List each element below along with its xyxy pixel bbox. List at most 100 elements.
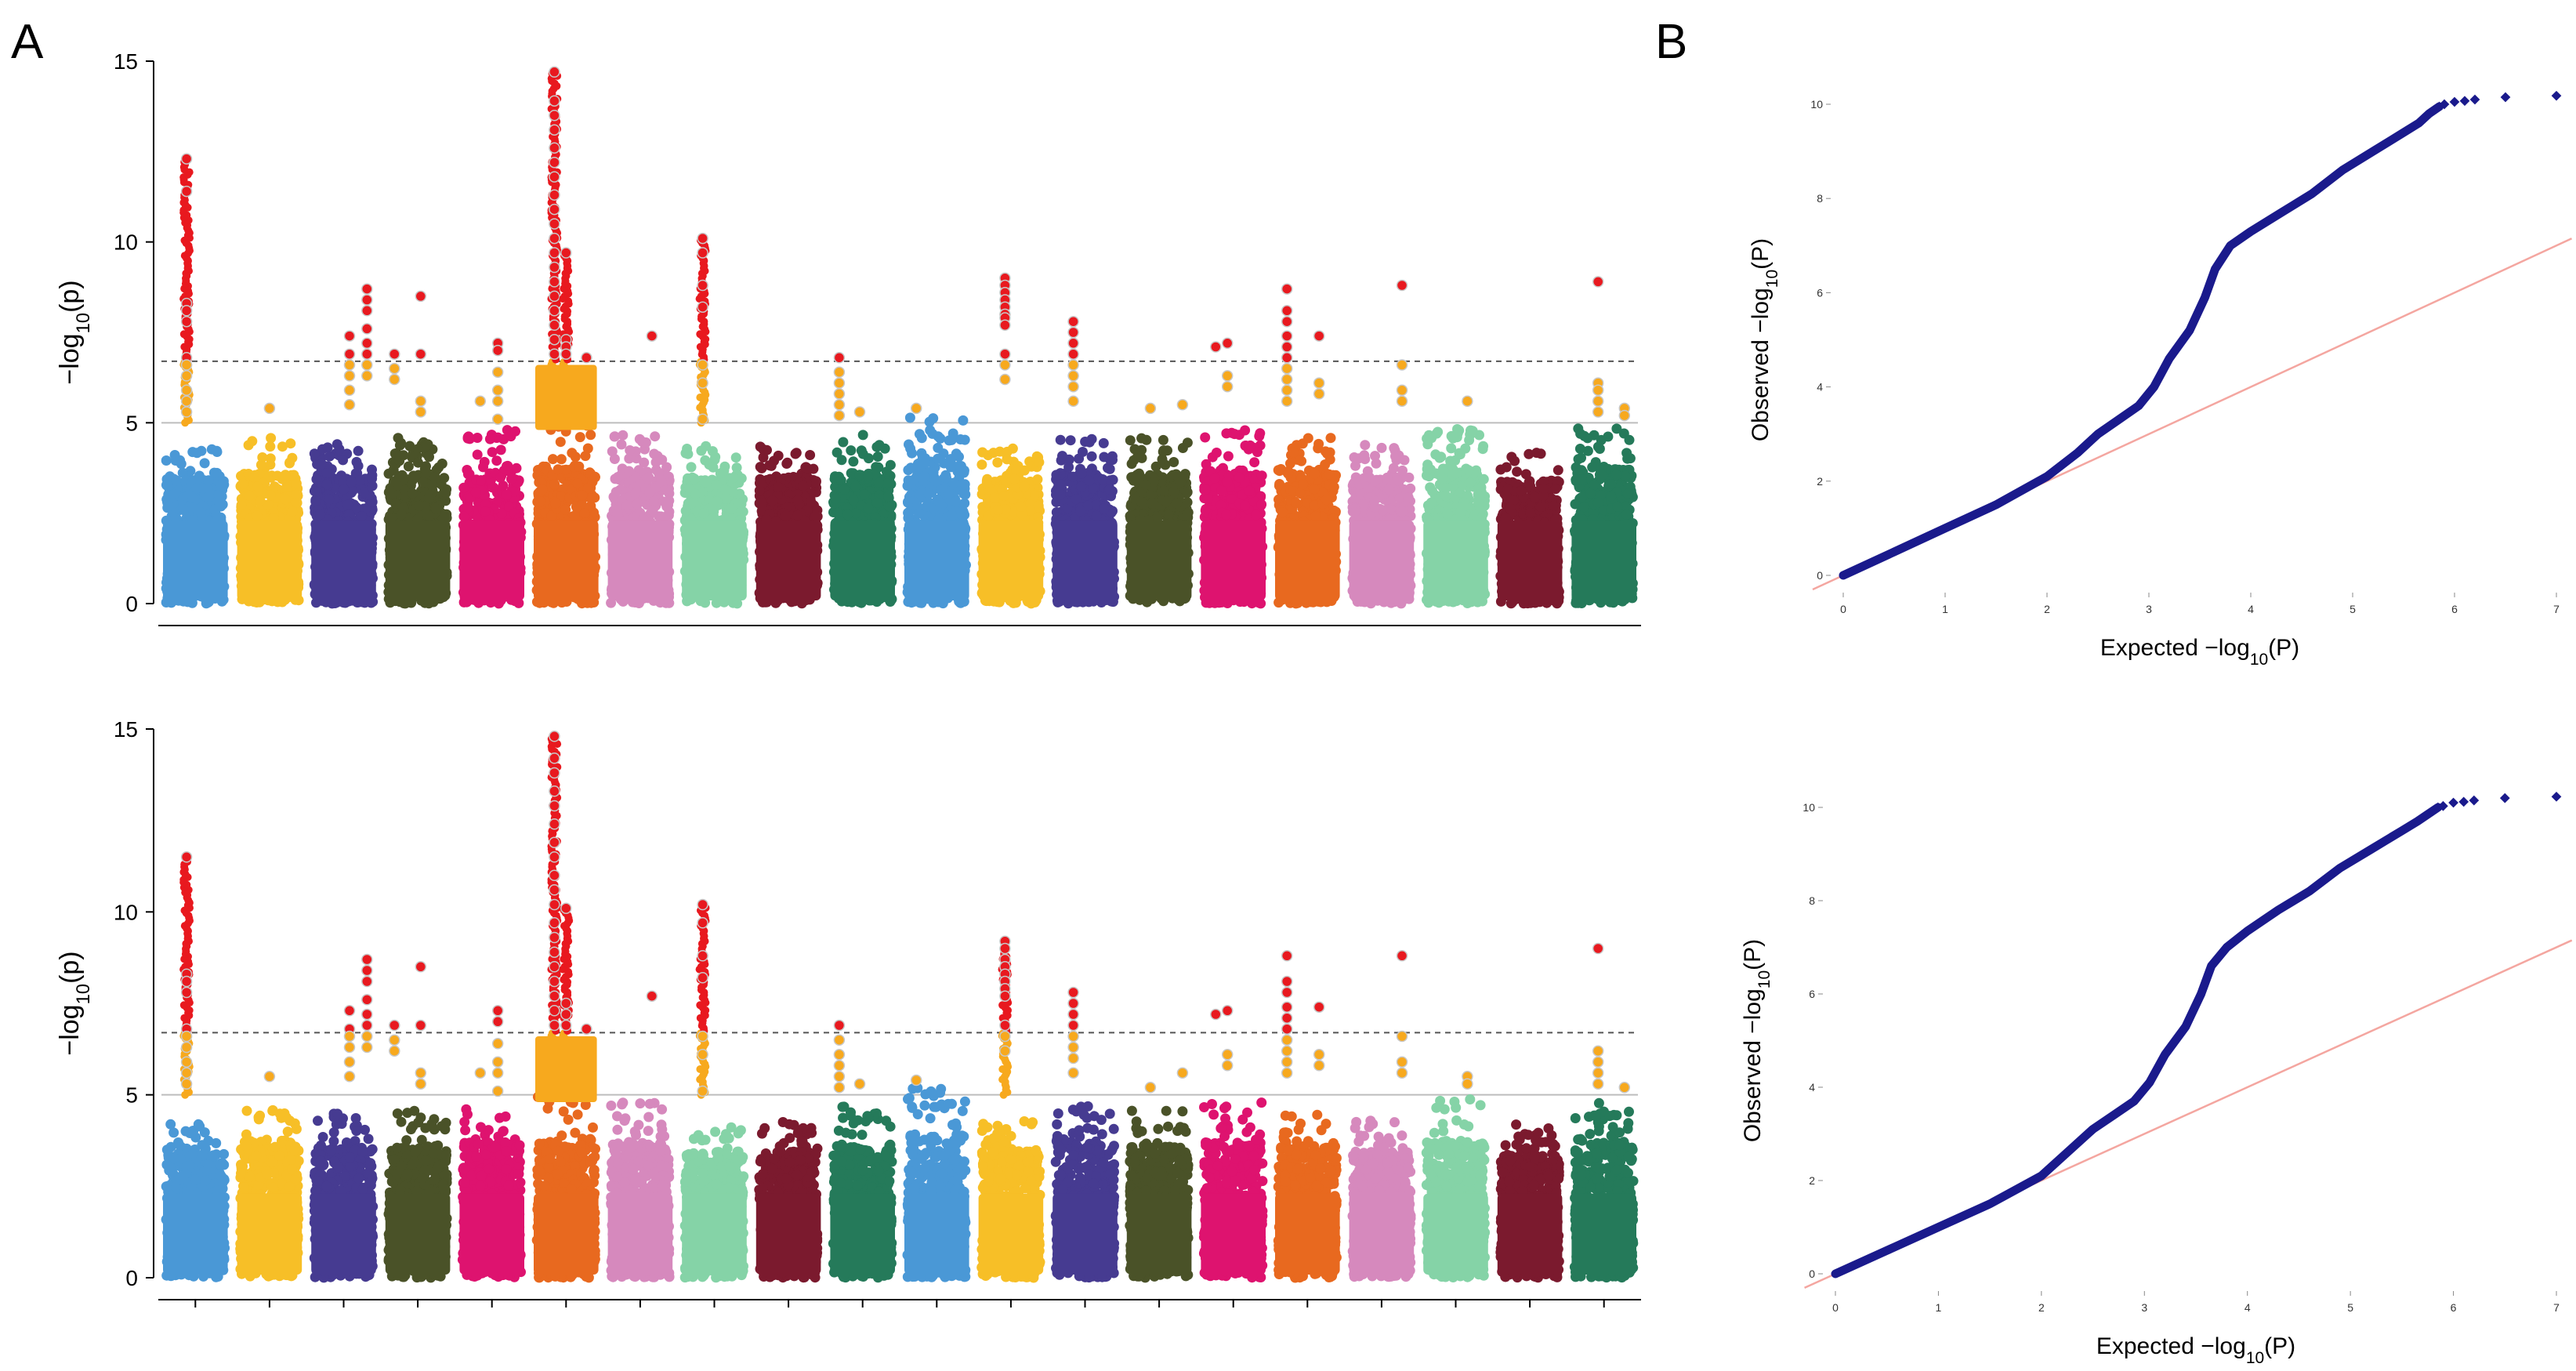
snp-point [574, 461, 585, 472]
snp-point [574, 432, 585, 443]
snp-point [353, 445, 364, 456]
snp-point [644, 487, 655, 498]
snp-point [792, 510, 803, 520]
snp-point [618, 430, 629, 441]
snp-point [661, 496, 672, 507]
snp-point [407, 488, 418, 499]
snp-point [624, 466, 635, 477]
snp-point [810, 510, 821, 521]
snp-point [367, 473, 378, 484]
snp-point [625, 445, 636, 455]
snp-point [570, 452, 581, 462]
snp-point [199, 458, 210, 469]
y-axis-label: −log10(p) [55, 280, 94, 384]
snp-point [390, 477, 401, 488]
snp-point [394, 440, 405, 451]
snp-point [791, 448, 802, 459]
snp-point [736, 473, 747, 484]
snp-point [347, 485, 358, 496]
snp-dense-block [385, 520, 451, 600]
snp-point [433, 462, 444, 473]
snp-point [265, 459, 276, 470]
snp-point [580, 451, 591, 462]
y-tick-label: 10 [114, 230, 138, 255]
snp-point [353, 460, 364, 471]
snp-point [766, 495, 777, 506]
snp-point [648, 496, 659, 507]
snp-point [284, 458, 295, 469]
snp-point [162, 481, 173, 491]
snp-point [650, 431, 661, 442]
snp-point [280, 494, 291, 505]
snp-point [806, 496, 817, 507]
snp-point [572, 478, 583, 489]
snp-point [690, 488, 701, 499]
snp-point [656, 476, 667, 487]
snp-point [621, 500, 632, 511]
snp-point [616, 439, 627, 450]
snp-point [730, 452, 741, 463]
snp-dense-block [755, 520, 821, 600]
snp-point [472, 449, 483, 460]
snp-point [613, 472, 623, 482]
snp-point [781, 510, 792, 521]
chromosome-10-points [828, 430, 897, 608]
snp-point [398, 450, 409, 461]
snp-point [195, 507, 206, 518]
snp-point [282, 481, 292, 492]
snp-point [495, 444, 506, 455]
snp-point [609, 454, 620, 464]
snp-point [196, 445, 207, 456]
snp-point [555, 437, 566, 448]
snp-point [585, 430, 596, 441]
snp-point [755, 441, 766, 452]
snp-point [686, 462, 697, 473]
panel-letter-b: B [1655, 15, 1687, 69]
snp-point [265, 441, 276, 452]
snp-point [309, 448, 320, 459]
snp-point [553, 464, 563, 475]
snp-point [680, 506, 691, 517]
snp-point [511, 462, 522, 473]
panel-letter-a: A [11, 15, 44, 69]
snp-point [647, 505, 658, 516]
snp-point [726, 503, 737, 513]
snp-point [458, 482, 469, 493]
snp-point [810, 477, 821, 488]
snp-point [719, 465, 730, 476]
snp-point [458, 511, 469, 522]
snp-point [252, 481, 263, 492]
chromosome-6-points [531, 420, 601, 609]
snp-point [487, 482, 498, 493]
snp-point [252, 510, 263, 521]
snp-point [502, 489, 513, 500]
snp-point [720, 484, 731, 495]
snp-point [431, 503, 442, 514]
snp-point [412, 444, 423, 455]
y-tick-label: 15 [114, 49, 138, 74]
snp-point [698, 508, 709, 519]
snp-point [537, 484, 548, 495]
y-tick-label: 5 [125, 411, 138, 435]
snp-point [421, 461, 431, 472]
snp-point [383, 468, 394, 479]
snp-point [689, 473, 700, 484]
snp-point [550, 498, 561, 509]
snp-point [632, 499, 643, 510]
snp-point [755, 478, 766, 489]
snp-point [208, 467, 219, 478]
snp-dense-block [682, 520, 747, 600]
snp-point [491, 455, 502, 466]
snp-point [324, 451, 335, 462]
snp-point [414, 500, 424, 511]
snp-point [175, 455, 186, 466]
snp-point [696, 445, 707, 456]
snp-point [639, 457, 650, 468]
snp-dense-block [311, 520, 376, 600]
snp-point [755, 462, 766, 473]
snp-point [280, 470, 291, 481]
snp-dense-block [237, 520, 303, 600]
